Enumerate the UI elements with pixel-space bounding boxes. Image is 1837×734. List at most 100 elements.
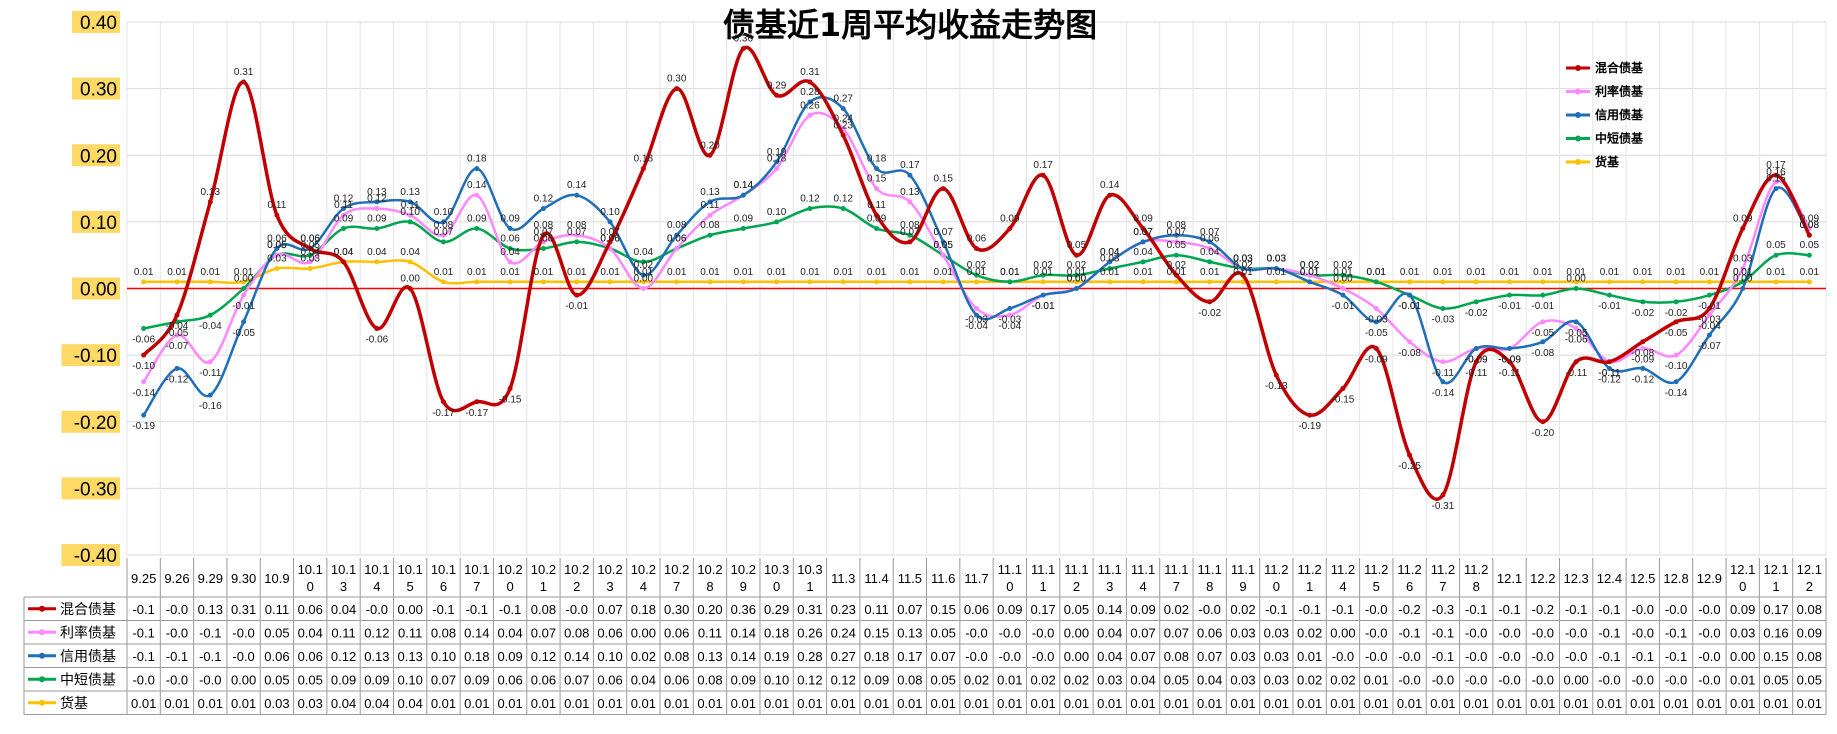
data-label: 0.11 [334, 200, 353, 211]
table-cell: 0.11 [331, 625, 355, 640]
data-label: -0.05 [232, 328, 255, 339]
table-cell: 0.14 [464, 625, 489, 640]
x-tick-label: 11.1 0 [998, 562, 1022, 594]
x-tick-label: 11.2 8 [1464, 562, 1488, 594]
table-cell: -0.0 [1432, 672, 1454, 687]
data-point [1606, 292, 1612, 298]
table-cell: 0.01 [1397, 696, 1422, 711]
table-cell: 0.11 [265, 602, 289, 617]
data-label: 0.09 [1800, 214, 1820, 225]
data-point [474, 279, 480, 285]
table-cell: -0.0 [1532, 649, 1554, 664]
data-point [707, 199, 713, 205]
table-cell: 0.07 [597, 602, 622, 617]
data-point [1407, 339, 1413, 345]
y-tick-highlight [72, 210, 120, 233]
data-point [807, 79, 813, 85]
data-label: -0.09 [1498, 354, 1521, 365]
data-label: 0.07 [900, 227, 920, 238]
x-tick-label: 12.2 [1530, 571, 1555, 586]
table-cell: 0.18 [864, 649, 889, 664]
data-label: 0.07 [1200, 227, 1220, 238]
data-point [1540, 279, 1546, 285]
table-cell: 0.01 [1330, 696, 1355, 711]
table-cell: 0.08 [1164, 649, 1189, 664]
data-point [1606, 365, 1612, 371]
table-cell: 0.01 [564, 696, 589, 711]
x-tick-label: 11.1 2 [1064, 562, 1088, 594]
data-label: -0.09 [1498, 354, 1521, 365]
data-point [1173, 279, 1179, 285]
data-label: 0.01 [900, 267, 920, 278]
table-cell: 0.01 [631, 696, 656, 711]
x-tick-label: 12.1 0 [1730, 562, 1755, 594]
data-label: 0.06 [667, 234, 687, 245]
data-point [1207, 239, 1213, 245]
data-point [1640, 339, 1646, 345]
data-point [1307, 279, 1313, 285]
data-label: 0.13 [367, 187, 387, 198]
data-point [1007, 226, 1013, 232]
table-cell: 0.00 [231, 672, 256, 687]
data-label: 0.06 [300, 234, 320, 245]
table-cell: 0.02 [1164, 602, 1189, 617]
data-point [1806, 279, 1812, 285]
data-label: 0.01 [800, 267, 820, 278]
table-cell: 0.01 [731, 696, 756, 711]
table-cell: -0.1 [1432, 649, 1454, 664]
table-cell: -0.0 [999, 649, 1021, 664]
data-label: 0.01 [1367, 267, 1387, 278]
table-cell: -0.1 [199, 649, 221, 664]
data-label: 0.14 [467, 180, 487, 191]
data-label: 0.29 [767, 80, 787, 91]
data-point [1273, 279, 1279, 285]
data-label: 0.12 [334, 194, 354, 205]
data-label: 0.13 [201, 187, 221, 198]
data-point [1340, 292, 1346, 298]
data-point [274, 246, 280, 252]
table-cell: 0.01 [531, 696, 556, 711]
data-point [1073, 252, 1079, 258]
data-point [1706, 292, 1712, 298]
legend-label: 混合债基 [1595, 60, 1644, 75]
table-cell: 0.07 [1197, 649, 1222, 664]
data-point [341, 259, 347, 265]
table-cell: 0.04 [631, 672, 656, 687]
data-point [707, 232, 713, 238]
data-point [1706, 312, 1712, 318]
data-point [374, 325, 380, 331]
data-point [1640, 279, 1646, 285]
x-tick-label: 11.1 4 [1131, 562, 1155, 594]
x-tick-label: 10.1 3 [331, 562, 356, 594]
y-tick-highlight [72, 77, 120, 100]
y-tick-highlight [61, 544, 120, 566]
data-point [1107, 266, 1113, 272]
data-point [1706, 332, 1712, 338]
table-cell: 0.01 [764, 696, 789, 711]
data-label: 0.02 [1033, 260, 1053, 271]
data-label: 0.04 [634, 247, 654, 258]
table-row-name: 中短债基 [60, 671, 116, 688]
data-label: 0.04 [334, 247, 354, 258]
data-point [707, 279, 713, 285]
data-label: 0.01 [700, 267, 720, 278]
data-point [1540, 292, 1546, 298]
data-label: 0.06 [500, 234, 520, 245]
data-label: 0.07 [434, 227, 454, 238]
table-cell: 0.01 [797, 696, 822, 711]
data-point [1007, 312, 1013, 318]
table-cell: 0.07 [1130, 649, 1155, 664]
data-label: 0.03 [1267, 254, 1287, 265]
data-label: 0.13 [700, 187, 720, 198]
data-label: 0.18 [634, 154, 654, 165]
data-point [1040, 272, 1046, 278]
table-cell: 0.09 [364, 672, 389, 687]
table-cell: 0.06 [597, 625, 622, 640]
y-tick-label: 0.00 [80, 280, 117, 301]
data-label: 0.10 [434, 207, 454, 218]
data-point [1673, 299, 1679, 305]
table-cell: -0.0 [1632, 672, 1654, 687]
table-cell: 0.02 [1230, 602, 1255, 617]
data-label: 0.05 [1800, 240, 1820, 251]
data-label: 0.09 [500, 214, 520, 225]
